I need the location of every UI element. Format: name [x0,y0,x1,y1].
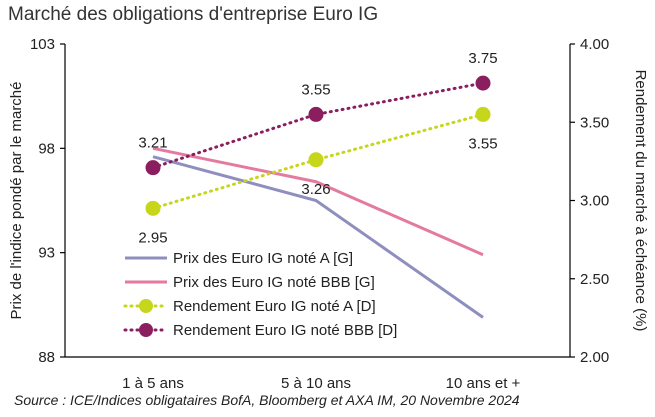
legend-label: Prix des Euro IG noté BBB [G] [173,274,375,291]
left-axis-tick-label: 103 [30,36,55,53]
x-axis-tick-label: 5 à 10 ans [281,375,351,392]
series-layer [145,75,491,319]
legend-marker [139,299,153,313]
series-point-3 [145,160,161,176]
legend-label: Rendement Euro IG noté A [D] [173,298,376,315]
source-note: Source : ICE/Indices obligataires BofA, … [14,392,520,408]
data-label: 3.55 [468,135,497,152]
series-point-3 [308,106,324,122]
series-point-2 [475,106,491,122]
series-point-3 [475,75,491,91]
right-axis-tick-label: 4.00 [580,36,609,53]
right-axis-tick-label: 3.50 [580,114,609,131]
right-axis-tick-label: 3.00 [580,193,609,210]
axes-layer: 88 93 98 103 2.00 2.50 3.00 3.50 4.00 1 à 5 ans 5 … [8,36,649,392]
series-line-0 [152,155,484,319]
left-axis-tick-label: 98 [38,140,55,157]
legend: Prix des Euro IG noté A [G] Prix des Euro… [123,250,397,339]
legend-label: Prix des Euro IG noté A [G] [173,250,353,267]
data-label: 2.95 [138,229,167,246]
x-axis-tick-label: 1 à 5 ans [122,375,184,392]
data-label: 3.55 [301,81,330,98]
right-axis-tick-label: 2.00 [580,349,609,366]
data-label: 3.21 [138,135,167,152]
x-axis-tick-label: 10 ans et + [446,375,521,392]
legend-label: Rendement Euro IG noté BBB [D] [173,322,397,339]
left-axis-tick-label: 88 [38,349,55,366]
data-labels-layer: 2.95 3.26 3.55 3.21 3.55 3.75 [138,50,497,246]
series-point-2 [308,152,324,168]
data-label: 3.75 [468,50,497,67]
data-label: 3.26 [301,181,330,198]
series-point-2 [145,200,161,216]
series-line-1 [152,146,484,257]
legend-marker [139,323,153,337]
right-axis-tick-label: 2.50 [580,271,609,288]
left-axis-title: Prix de l'indice pondé par le marché [8,82,25,320]
right-axis-title: Rendement du marché à échéance (%) [632,70,649,332]
chart-title: Marché des obligations d'entreprise Euro… [8,4,379,25]
left-axis-tick-label: 93 [38,245,55,262]
